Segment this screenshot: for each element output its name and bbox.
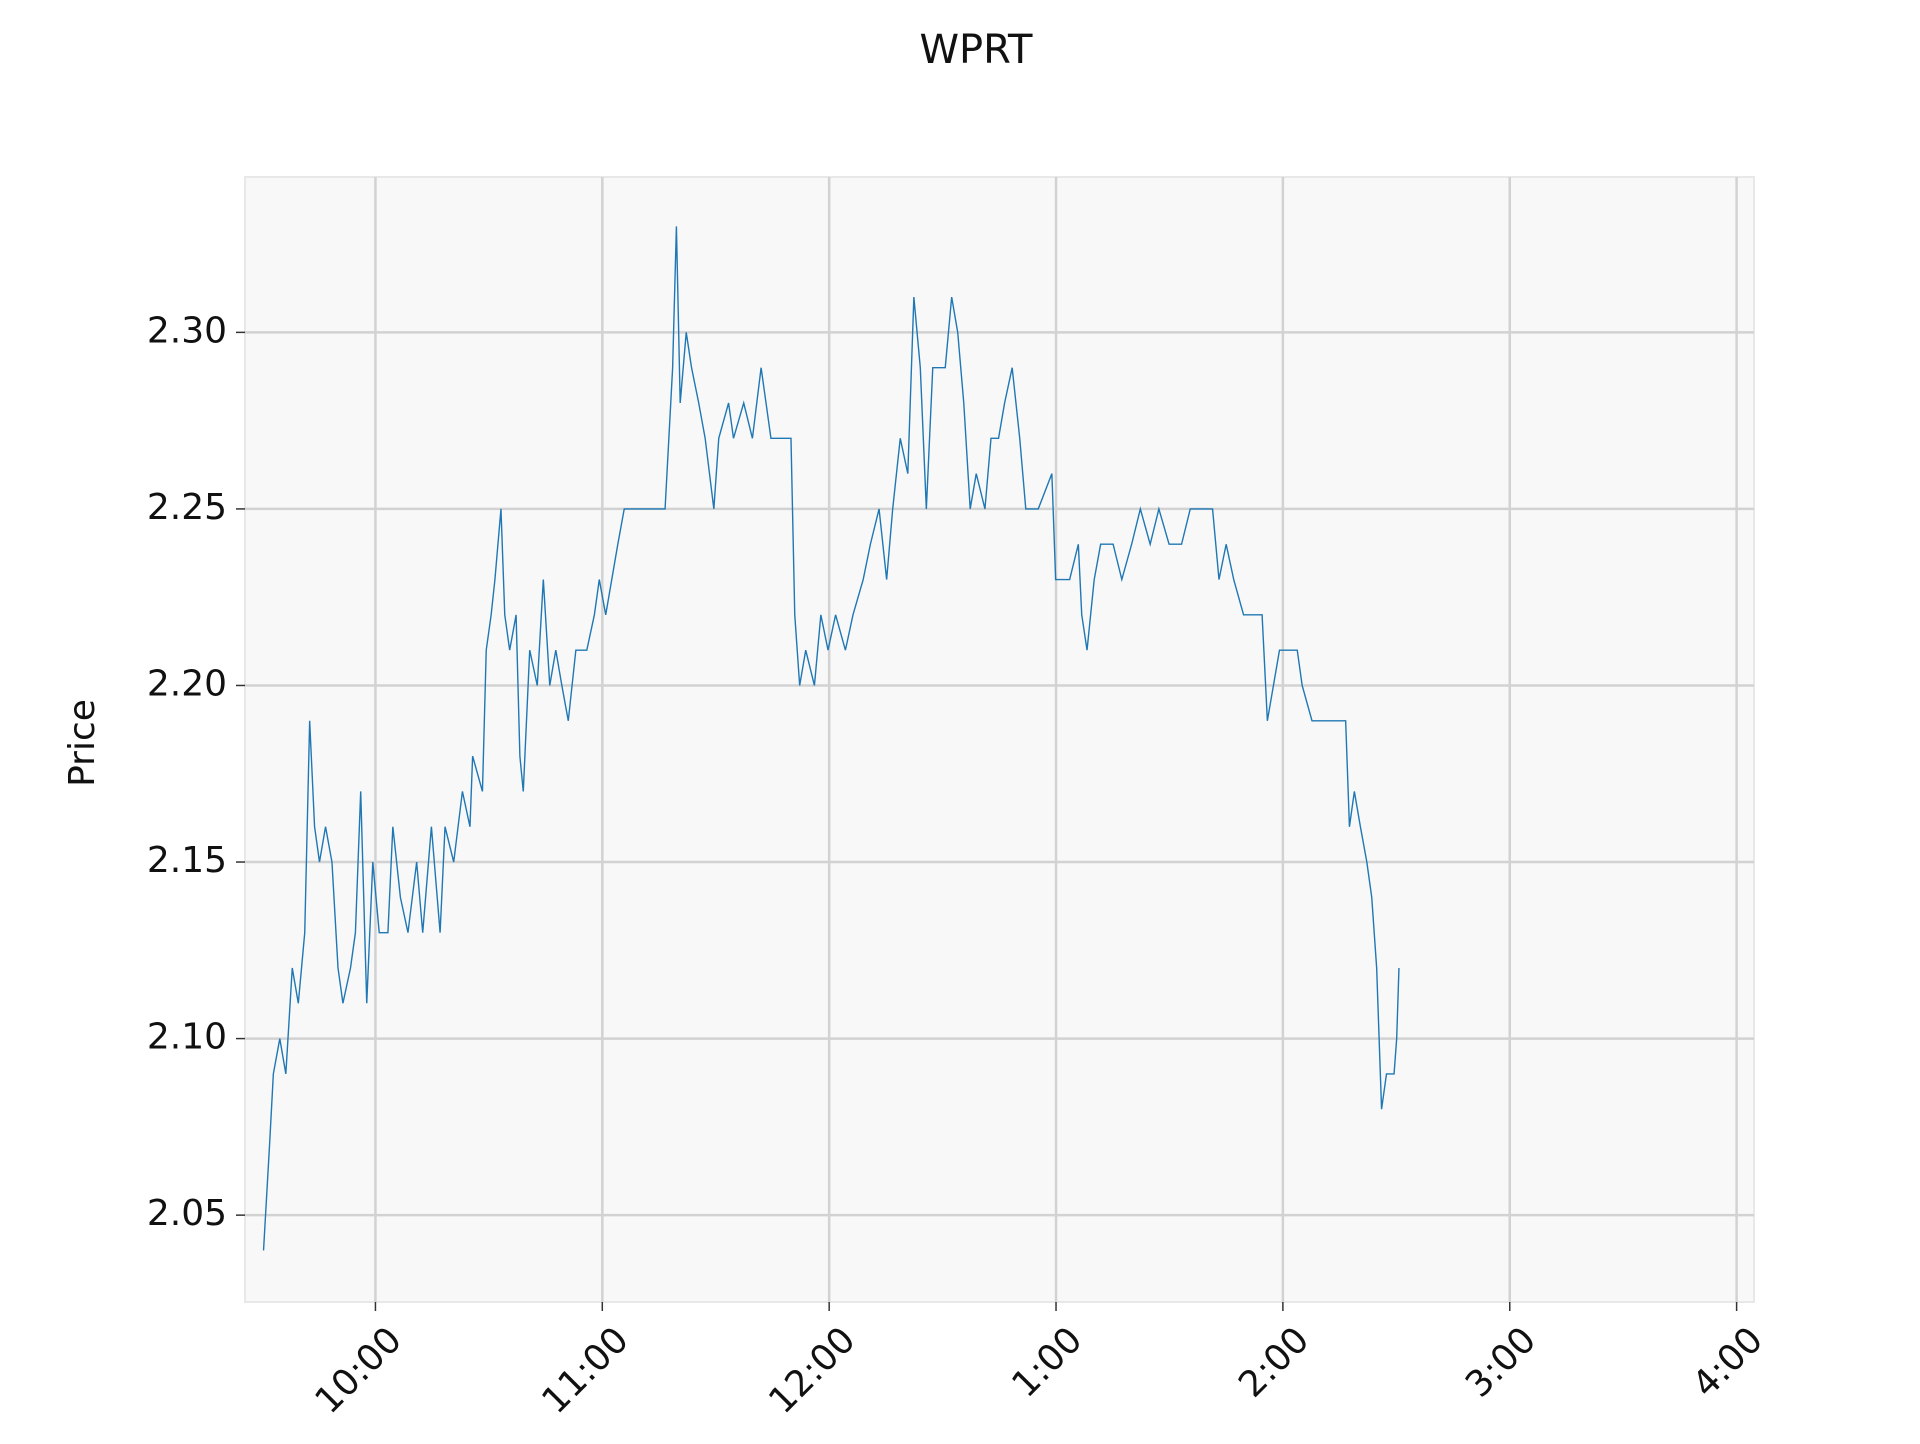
y-tick-label: 2.25 <box>147 487 227 528</box>
x-tick-label: 3:00 <box>1458 1319 1544 1405</box>
chart-title: WPRT <box>920 27 1034 73</box>
x-tick-label: 1:00 <box>1004 1319 1090 1405</box>
x-tick-label: 2:00 <box>1231 1319 1317 1405</box>
plot-area <box>244 176 1755 1303</box>
y-tick-label: 2.15 <box>147 840 227 881</box>
price-line <box>262 226 1400 1251</box>
y-tick-label: 2.10 <box>147 1017 227 1058</box>
y-tick-label: 2.05 <box>147 1193 227 1234</box>
y-axis-label: Price <box>62 699 103 787</box>
x-tick-label: 4:00 <box>1685 1319 1771 1405</box>
y-tick-label: 2.30 <box>147 310 227 351</box>
x-tick-label: 12:00 <box>761 1319 863 1421</box>
y-tick-label: 2.20 <box>147 663 227 704</box>
x-tick-label: 11:00 <box>534 1319 636 1421</box>
x-tick-label: 10:00 <box>308 1319 410 1421</box>
